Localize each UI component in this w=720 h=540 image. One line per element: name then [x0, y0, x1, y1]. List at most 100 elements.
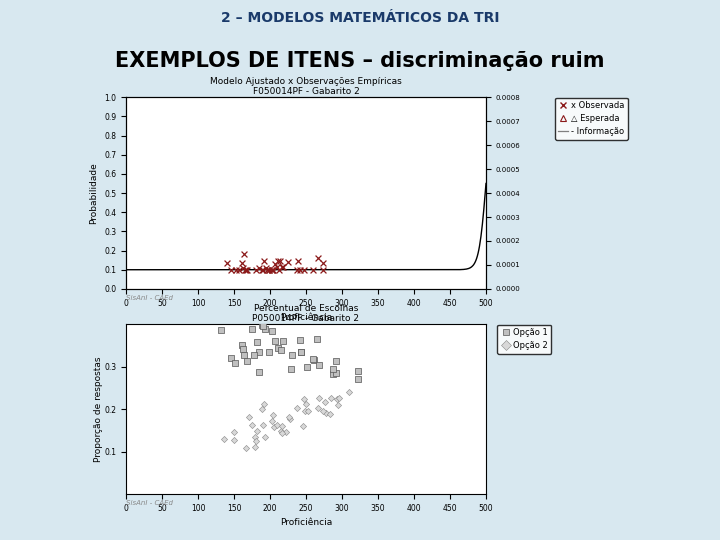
Point — [313, 361, 325, 370]
Point — [266, 265, 278, 274]
Point — [243, 413, 254, 422]
Point — [271, 421, 283, 429]
Point — [256, 404, 268, 413]
Legend: Opção 1, Opção 2: Opção 1, Opção 2 — [498, 325, 552, 354]
Point — [267, 265, 279, 274]
Point — [292, 256, 304, 265]
Point — [317, 265, 328, 274]
Point — [253, 368, 265, 376]
Point — [272, 344, 284, 353]
Point — [230, 359, 241, 367]
Point — [325, 394, 337, 402]
Point — [266, 265, 278, 274]
Point — [318, 259, 329, 267]
Point — [238, 345, 249, 353]
Point — [251, 338, 263, 347]
Point — [312, 403, 324, 412]
Point — [253, 347, 264, 356]
X-axis label: Proficiência: Proficiência — [280, 518, 332, 528]
Point — [237, 264, 248, 272]
Y-axis label: Probabilidade: Probabilidade — [89, 162, 99, 224]
Point — [282, 258, 294, 266]
Point — [258, 325, 270, 333]
Point — [239, 265, 251, 274]
Point — [260, 264, 271, 273]
Point — [257, 265, 269, 274]
Point — [297, 422, 309, 430]
Point — [251, 265, 262, 274]
Point — [312, 254, 324, 262]
Point — [271, 262, 282, 271]
Point — [298, 265, 310, 274]
Point — [269, 336, 281, 345]
Legend: x Observada, △ Esperada, - Informação: x Observada, △ Esperada, - Informação — [555, 98, 628, 139]
Point — [298, 395, 310, 403]
Point — [332, 394, 343, 403]
Point — [320, 409, 332, 418]
Point — [275, 346, 287, 355]
Point — [258, 400, 270, 409]
Point — [228, 428, 239, 437]
Point — [236, 259, 248, 268]
Point — [257, 421, 269, 429]
Point — [330, 357, 342, 366]
Point — [276, 262, 288, 271]
Point — [268, 423, 279, 431]
Point — [294, 265, 306, 274]
Text: 2 – MODELOS MATEMÁTICOS DA TRI: 2 – MODELOS MATEMÁTICOS DA TRI — [221, 11, 499, 24]
Point — [248, 350, 259, 359]
Point — [291, 404, 302, 413]
Point — [229, 436, 240, 444]
Point — [287, 351, 298, 360]
Point — [256, 265, 268, 274]
Point — [295, 348, 307, 356]
Point — [240, 443, 251, 452]
Point — [353, 367, 364, 375]
Point — [295, 347, 307, 356]
Title: Modelo Ajustado x Observações Empíricas
F050014PF - Gabarito 2: Modelo Ajustado x Observações Empíricas … — [210, 77, 402, 97]
Point — [343, 388, 355, 396]
Text: EXEMPLOS DE ITENS – discriminação ruim: EXEMPLOS DE ITENS – discriminação ruim — [115, 51, 605, 71]
Point — [328, 365, 339, 374]
Point — [274, 256, 286, 265]
Point — [276, 428, 287, 437]
Point — [240, 265, 251, 274]
Point — [241, 356, 253, 365]
Point — [266, 417, 277, 426]
Point — [230, 265, 242, 274]
Point — [317, 407, 328, 416]
Point — [236, 341, 248, 349]
Point — [251, 427, 263, 436]
X-axis label: Proficiência: Proficiência — [280, 313, 332, 322]
Point — [266, 327, 278, 335]
Point — [233, 265, 245, 274]
Point — [285, 365, 297, 374]
Point — [225, 354, 237, 362]
Point — [333, 394, 345, 403]
Point — [277, 262, 289, 271]
Point — [330, 369, 342, 377]
Text: SisAnI - CAEd: SisAnI - CAEd — [126, 500, 173, 506]
Point — [215, 325, 227, 334]
Point — [328, 370, 339, 379]
Point — [301, 362, 312, 371]
Point — [307, 354, 318, 363]
Point — [292, 265, 303, 274]
Point — [221, 258, 233, 267]
Point — [256, 321, 267, 329]
Point — [249, 433, 261, 441]
Point — [308, 356, 320, 364]
Point — [281, 428, 292, 436]
Point — [284, 415, 296, 423]
Point — [246, 421, 257, 429]
Point — [240, 265, 252, 274]
Title: Percentual de Escolhas
P050014PF - Gabarito 2: Percentual de Escolhas P050014PF - Gabar… — [253, 304, 359, 323]
Point — [253, 264, 265, 272]
Point — [300, 400, 312, 408]
Point — [276, 421, 288, 430]
Point — [324, 410, 336, 418]
Point — [264, 348, 275, 357]
Point — [261, 265, 273, 274]
Point — [333, 401, 344, 410]
Point — [218, 435, 230, 443]
